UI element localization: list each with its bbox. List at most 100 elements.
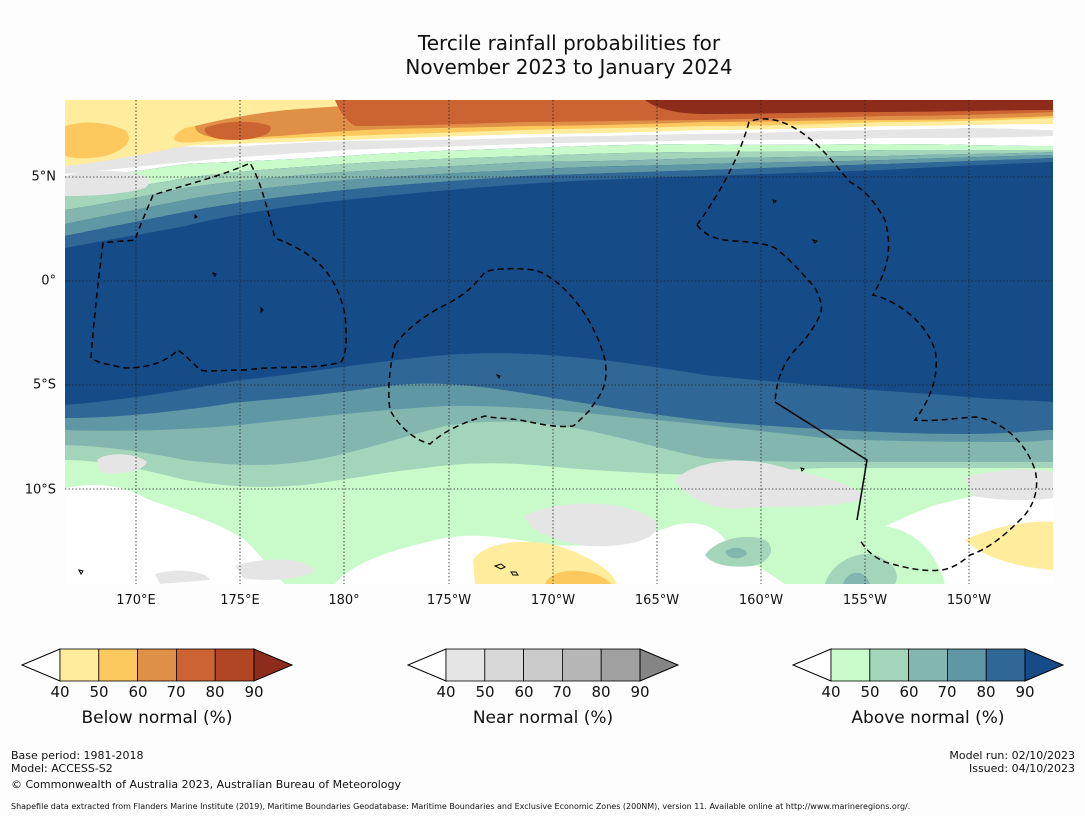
above-normal-80-north-band	[65, 158, 1053, 248]
legend-above-normal-title: Above normal (%)	[851, 708, 1005, 728]
legend-tick: 70	[166, 683, 186, 701]
lat-label-5n: 5°N	[31, 169, 57, 185]
legend-near-normal-title: Near normal (%)	[472, 708, 614, 728]
legend-swatch	[175, 648, 216, 682]
shapefile-note: Shapefile data extracted from Flanders M…	[11, 802, 911, 811]
lat-label-equator: 0°	[41, 273, 56, 289]
below-normal-50-east-patch	[965, 521, 1053, 570]
probability-map	[65, 100, 1053, 584]
legend-below-normal: 40 50 60 70 80 90 Below normal (%)	[21, 648, 293, 728]
legend-tick: 50	[860, 683, 880, 701]
legend-swatch	[523, 648, 563, 682]
legend-tick: 60	[514, 683, 534, 701]
above-normal-40-north-band	[65, 144, 1053, 196]
below-normal-60-south-patch	[545, 570, 611, 584]
legend-tick: 80	[976, 683, 996, 701]
legend-swatch	[908, 648, 948, 682]
legend-tick: 90	[630, 683, 650, 701]
legend-tick: 90	[244, 683, 264, 701]
legend-swatch	[59, 648, 100, 682]
title-line-1: Tercile rainfall probabilities for	[417, 31, 721, 55]
legend-extension-high	[1024, 648, 1064, 682]
lon-label-170e: 170°E	[116, 593, 156, 608]
copyright-text: © Commonwealth of Australia 2023, Austra…	[11, 778, 401, 791]
below-normal-90-north-region	[645, 100, 1053, 114]
model-run-text: Model run: 02/10/2023	[949, 749, 1075, 762]
legend-tick: 80	[591, 683, 611, 701]
lon-label-150w: 150°W	[946, 593, 992, 608]
eez-boundaries	[90, 118, 1038, 572]
near-normal-patch-2	[675, 460, 865, 509]
above-70-southeast-dot	[843, 572, 870, 584]
near-normal-patch-5	[235, 559, 315, 580]
near-normal-patch-3	[965, 469, 1053, 501]
issued-text: Issued: 04/10/2023	[968, 762, 1075, 775]
lon-label-155w: 155°W	[842, 593, 888, 608]
legend-extension-low	[21, 648, 61, 682]
legend-tick: 70	[937, 683, 957, 701]
legend-extension-high	[253, 648, 293, 682]
lon-label-165w: 165°W	[634, 593, 680, 608]
legend-swatch	[830, 648, 871, 682]
legend-tick: 60	[128, 683, 148, 701]
kiribati-line-west-boundary	[696, 224, 823, 403]
title-line-2: November 2023 to January 2024	[405, 55, 733, 79]
base-period-text: Base period: 1981-2018	[11, 749, 144, 762]
near-normal-patch-1	[97, 454, 147, 474]
legend-near-normal-colorbar	[407, 648, 679, 682]
legend-swatch	[946, 648, 987, 682]
lon-label-180: 180°	[328, 593, 360, 608]
near-normal-patch-6	[155, 570, 210, 584]
legend-swatch	[484, 648, 525, 682]
near-normal-northwest-patch	[65, 170, 149, 196]
lat-label-5s: 5°S	[32, 377, 56, 393]
legend-above-normal: 40 50 60 70 80 90 Above normal (%)	[792, 648, 1064, 728]
lat-label-10s: 10°S	[24, 482, 56, 498]
above-normal-70-north-band	[65, 155, 1053, 236]
kiribati-line-eez-boundary	[696, 118, 1038, 572]
solid-maritime-boundary	[774, 401, 868, 521]
legend-below-normal-title: Below normal (%)	[81, 708, 233, 728]
model-text: Model: ACCESS-S2	[11, 762, 113, 775]
legend-extension-high	[639, 648, 679, 682]
legend-extension-low	[407, 648, 447, 682]
legend-tick: 50	[89, 683, 109, 701]
islands	[78, 199, 818, 576]
kiribati-gilberts-eez-boundary	[90, 162, 347, 372]
legend-tick: 80	[205, 683, 225, 701]
lon-label-175e: 175°E	[220, 593, 260, 608]
chart-title: Tercile rainfall probabilities for Novem…	[0, 31, 1085, 79]
legend-swatch	[561, 648, 602, 682]
kiribati-phoenix-eez-boundary	[388, 267, 607, 445]
map-canvas	[65, 100, 1053, 584]
legend-below-normal-colorbar	[21, 648, 293, 682]
legend-near-normal: 40 50 60 70 80 90 Near normal (%)	[407, 648, 679, 728]
below-normal-80-northwest-patch	[204, 121, 271, 140]
legend-tick: 50	[475, 683, 495, 701]
near-normal-north-strip	[65, 128, 1053, 174]
legend-swatch	[98, 648, 139, 682]
legend-swatch	[445, 648, 486, 682]
lon-label-175w: 175°W	[426, 593, 472, 608]
legend-tick: 40	[821, 683, 841, 701]
above-60-southeast-patch	[825, 554, 897, 584]
legend-swatch	[985, 648, 1026, 682]
graticule	[65, 100, 1053, 584]
legend-swatch	[214, 648, 255, 682]
legend-above-normal-colorbar	[792, 648, 1064, 682]
legend-tick: 90	[1015, 683, 1035, 701]
legend-swatch	[600, 648, 641, 682]
legend-tick: 40	[50, 683, 70, 701]
lon-label-160w: 160°W	[738, 593, 784, 608]
above-normal-60-north-band	[65, 152, 1053, 224]
below-40-southwest-region	[65, 485, 285, 584]
legend-above-normal-ticks: 40 50 60 70 80 90	[792, 682, 1064, 702]
legend-swatch	[869, 648, 910, 682]
legend-near-normal-ticks: 40 50 60 70 80 90	[407, 682, 679, 702]
legend-tick: 70	[552, 683, 572, 701]
legend-tick: 60	[899, 683, 919, 701]
legend-below-normal-ticks: 40 50 60 70 80 90	[21, 682, 293, 702]
above-70-central-dot	[725, 547, 747, 559]
lon-label-170w: 170°W	[530, 593, 576, 608]
below-normal-60-northwest-patch	[65, 122, 129, 159]
